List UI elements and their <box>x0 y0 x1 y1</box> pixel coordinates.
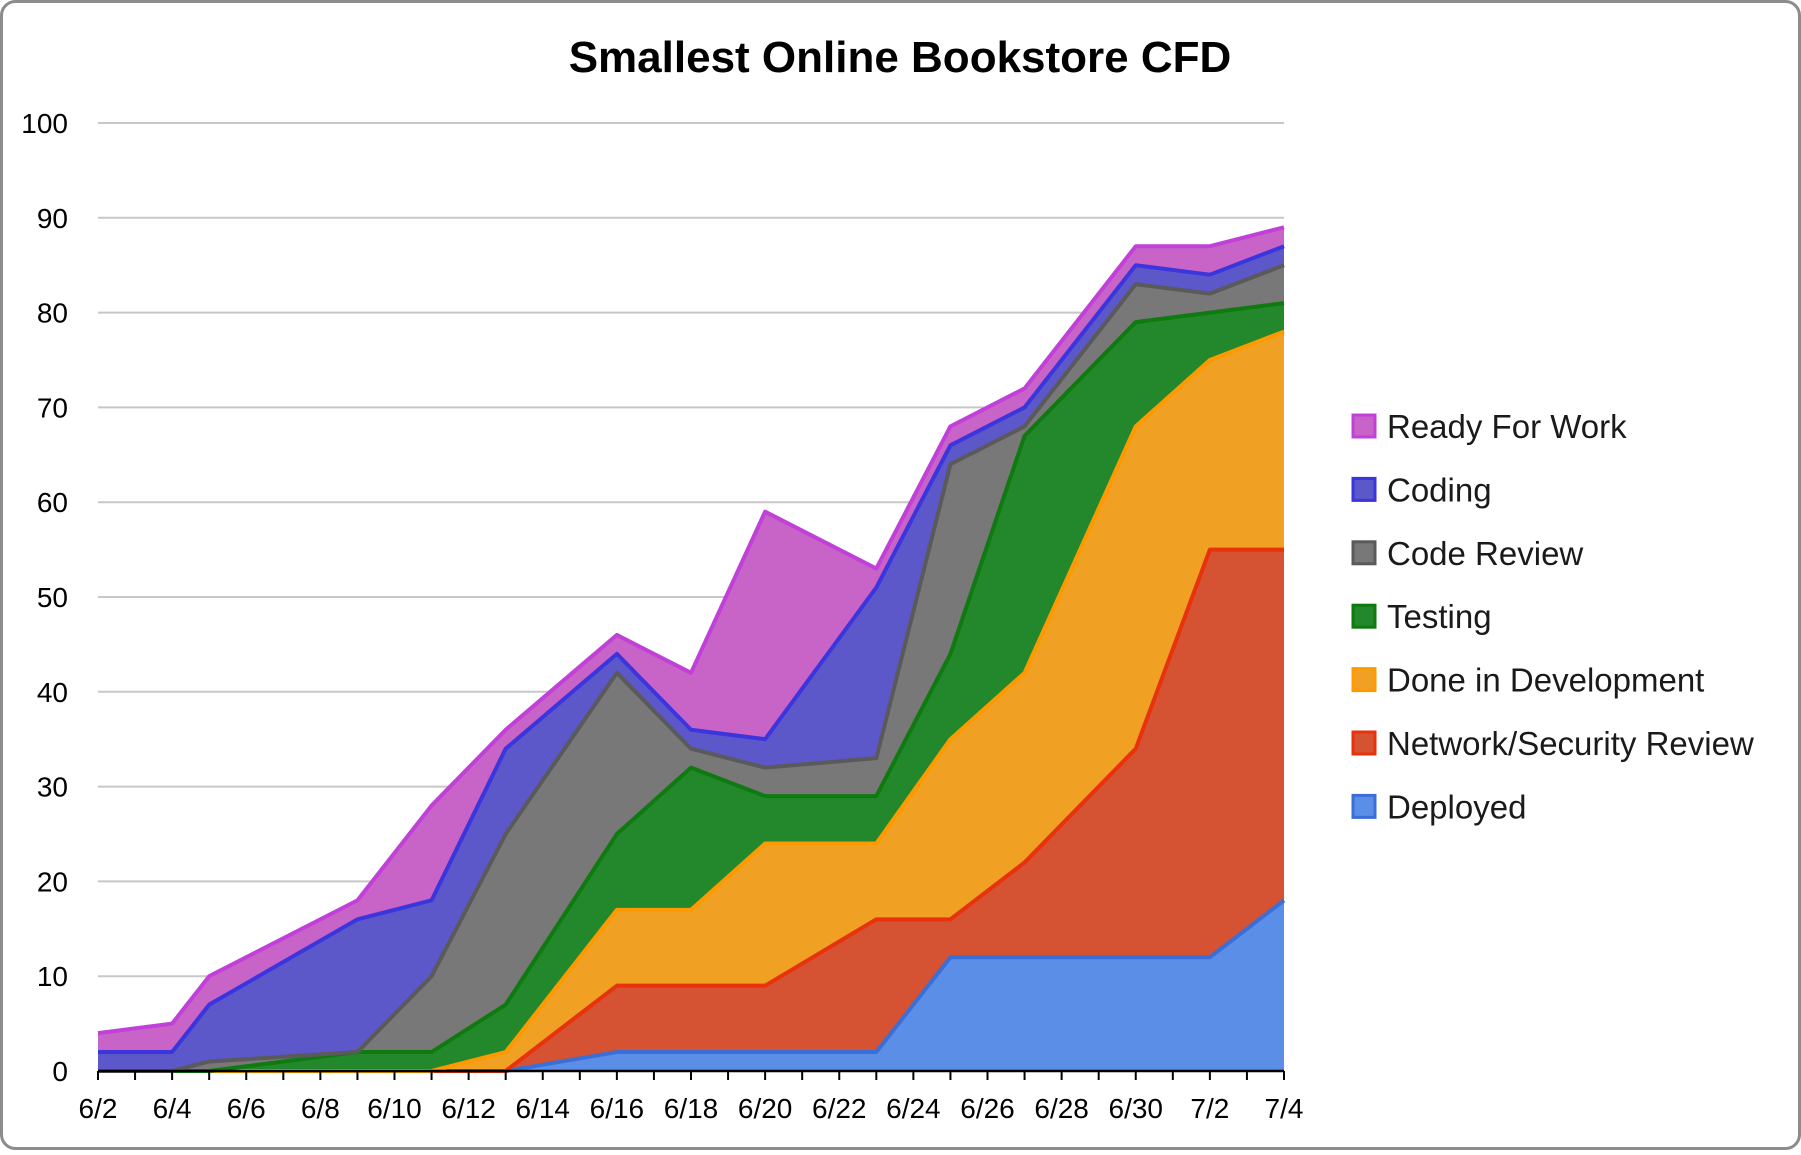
legend-swatch <box>1351 793 1377 819</box>
x-tick-label: 6/26 <box>960 1093 1015 1124</box>
x-tick-label: 6/14 <box>516 1093 571 1124</box>
y-tick-label: 40 <box>37 677 68 708</box>
x-tick-label: 6/28 <box>1034 1093 1089 1124</box>
axis-layer: 6/2 6/4 6/6 6/8 6/10 6/12 6/14 6/16 6/18 6/20 6/22… <box>79 1069 1304 1124</box>
legend: Ready For Work Coding Code Review Testing Do… <box>1351 408 1754 825</box>
x-tick-label: 7/4 <box>1265 1093 1304 1124</box>
area-network-security-review <box>98 549 1284 1071</box>
area-deployed <box>98 900 1284 1071</box>
y-tick-label: 100 <box>21 108 68 139</box>
x-tick-label: 6/20 <box>738 1093 793 1124</box>
boundary-ready-for-work <box>97 225 1285 1036</box>
legend-item: Network/Security Review <box>1351 725 1754 762</box>
area-testing <box>98 303 1284 1071</box>
boundary-testing <box>98 301 1285 1073</box>
legend-swatch <box>1351 730 1377 756</box>
x-tick-label: 6/2 <box>79 1093 118 1124</box>
legend-label: Done in Development <box>1387 662 1704 699</box>
x-tick-label: 6/8 <box>301 1093 340 1124</box>
x-tick-label: 6/18 <box>664 1093 719 1124</box>
legend-swatch <box>1351 603 1377 629</box>
legend-label: Network/Security Review <box>1387 725 1754 762</box>
x-tick-label: 6/10 <box>367 1093 422 1124</box>
legend-item: Testing <box>1351 598 1492 635</box>
y-tick-label: 10 <box>37 961 68 992</box>
x-tick-label: 6/30 <box>1109 1093 1164 1124</box>
x-tick-label: 6/6 <box>227 1093 266 1124</box>
legend-label: Testing <box>1387 598 1492 635</box>
legend-label: Coding <box>1387 471 1492 508</box>
area-done-in-development <box>98 331 1284 1071</box>
legend-item: Code Review <box>1351 535 1583 572</box>
y-tick-label: 70 <box>37 392 68 423</box>
legend-item: Ready For Work <box>1351 408 1627 445</box>
legend-item: Deployed <box>1351 788 1526 825</box>
y-tick-label: 90 <box>37 203 68 234</box>
x-tick-label: 6/22 <box>812 1093 867 1124</box>
x-tick-label: 6/4 <box>153 1093 192 1124</box>
y-tick-label: 80 <box>37 298 68 329</box>
legend-label: Code Review <box>1387 535 1583 572</box>
legend-item: Coding <box>1351 471 1492 508</box>
y-tick-label: 60 <box>37 487 68 518</box>
legend-swatch <box>1351 667 1377 693</box>
legend-swatch <box>1351 476 1377 502</box>
legend-swatch <box>1351 413 1377 439</box>
area-code-review <box>98 265 1284 1071</box>
x-tick-label: 6/24 <box>886 1093 941 1124</box>
chart-title: Smallest Online Bookstore CFD <box>569 33 1232 82</box>
y-tick-label: 20 <box>37 866 68 897</box>
y-tick-label: 30 <box>37 772 68 803</box>
y-tick-label: 0 <box>52 1056 68 1087</box>
legend-label: Ready For Work <box>1387 408 1627 445</box>
boundary-code-review <box>98 263 1285 1073</box>
x-tick-label: 7/2 <box>1190 1093 1229 1124</box>
boundary-coding <box>98 244 1285 1055</box>
x-tick-label: 6/16 <box>590 1093 645 1124</box>
legend-label: Deployed <box>1387 788 1526 825</box>
legend-swatch <box>1351 540 1377 566</box>
area-layer <box>97 225 1286 1073</box>
x-tick-label: 6/12 <box>441 1093 496 1124</box>
y-tick-label: 50 <box>37 582 68 613</box>
legend-item: Done in Development <box>1351 662 1704 699</box>
